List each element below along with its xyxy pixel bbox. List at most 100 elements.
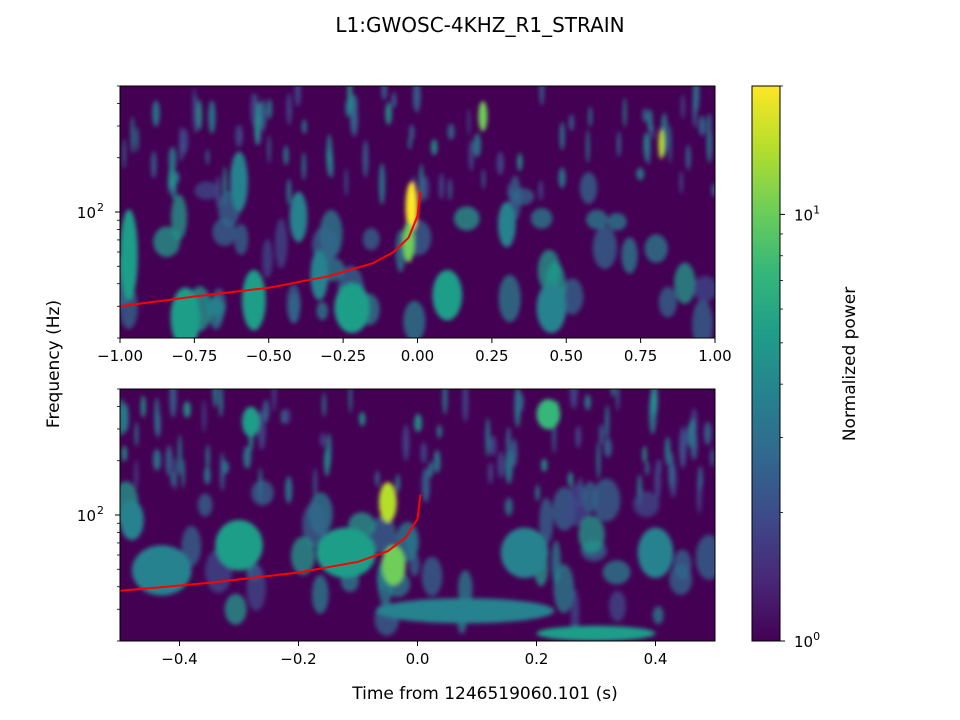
bottom-texture-streak xyxy=(170,471,175,487)
top-texture-blob xyxy=(153,226,181,258)
bottom-texture-streak xyxy=(490,435,497,457)
top-texture-streak xyxy=(168,146,177,173)
bottom-texture-streak xyxy=(511,438,518,467)
top-texture-streak xyxy=(623,97,627,128)
top-texture-streak xyxy=(517,153,523,172)
top-texture-streak xyxy=(122,138,126,169)
top-texture-blob xyxy=(592,226,618,270)
bottom-texture-streak xyxy=(599,424,604,445)
top-texture-streak xyxy=(448,178,452,201)
bottom-power-blob xyxy=(131,545,192,596)
top-texture-streak xyxy=(208,100,216,134)
top-texture-streak xyxy=(266,98,273,120)
bottom-texture-streak xyxy=(428,461,434,478)
bottom-texture-streak xyxy=(442,389,448,415)
top-texture-streak xyxy=(646,145,651,166)
bottom-texture-streak xyxy=(569,389,578,409)
bottom-y-tick-label: 102 xyxy=(77,504,104,525)
bottom-texture-streak xyxy=(697,465,703,491)
top-x-tick-label: 0.75 xyxy=(624,347,657,365)
bottom-texture-streak xyxy=(243,445,252,469)
top-texture-streak xyxy=(301,119,307,134)
bottom-texture-streak xyxy=(220,452,225,491)
bottom-texture-blob xyxy=(311,574,329,614)
top-power-blob xyxy=(497,201,516,248)
top-y-axis: 102 xyxy=(77,85,120,339)
top-texture-streak xyxy=(259,99,267,132)
bottom-power-blob xyxy=(381,545,406,586)
bottom-texture-streak xyxy=(610,389,615,397)
bottom-texture-blob xyxy=(458,570,473,607)
bottom-texture-streak xyxy=(703,421,712,446)
bottom-texture-streak xyxy=(402,424,410,461)
bottom-texture-streak xyxy=(121,445,127,462)
top-texture-streak xyxy=(267,135,271,164)
top-texture-blob xyxy=(498,274,521,323)
bottom-texture-streak xyxy=(642,446,647,463)
bottom-texture-streak xyxy=(177,434,182,477)
top-texture-streak xyxy=(496,151,504,176)
top-texture-blob xyxy=(511,188,535,206)
y-axis-label: Frequency (Hz) xyxy=(44,300,64,428)
bottom-texture-streak xyxy=(462,389,469,423)
bottom-texture-streak xyxy=(603,437,612,458)
top-chirp-track xyxy=(120,191,422,308)
bottom-texture-streak xyxy=(436,424,442,439)
bottom-texture-streak xyxy=(169,389,177,418)
bottom-texture-blob xyxy=(224,593,247,625)
bottom-texture-streak xyxy=(433,449,441,474)
top-power-blob xyxy=(432,270,463,321)
bottom-power-blob xyxy=(316,527,376,578)
top-texture-streak xyxy=(352,95,358,113)
bottom-x-tick-label: −0.4 xyxy=(161,650,197,668)
bottom-texture-blob xyxy=(669,563,693,595)
bottom-texture-streak xyxy=(154,397,160,437)
top-texture-streak xyxy=(438,173,445,200)
bottom-power-blob xyxy=(120,499,144,541)
bottom-x-tick-label: −0.2 xyxy=(280,650,316,668)
top-texture-streak xyxy=(431,139,438,156)
top-texture-blob xyxy=(286,284,301,324)
top-texture-streak xyxy=(130,116,135,154)
top-x-tick-label: −0.50 xyxy=(246,347,292,365)
top-texture-streak xyxy=(586,129,590,164)
top-texture-streak xyxy=(250,92,258,127)
bottom-power-blob xyxy=(375,598,555,624)
top-texture-blob xyxy=(674,262,696,304)
bottom-texture-streak xyxy=(488,462,493,484)
bottom-texture-streak xyxy=(173,457,178,491)
bottom-texture-blob xyxy=(578,515,605,554)
top-texture-streak xyxy=(616,131,622,158)
bottom-heatmap xyxy=(120,389,715,641)
top-texture-streak xyxy=(692,86,698,128)
top-texture-streak xyxy=(559,121,565,151)
bottom-texture-blob xyxy=(551,540,561,585)
bottom-texture-streak xyxy=(651,389,657,416)
bottom-texture-blob xyxy=(652,606,664,625)
bottom-texture-streak xyxy=(497,451,505,479)
bottom-texture-streak xyxy=(205,444,210,471)
top-texture-streak xyxy=(385,102,392,125)
bottom-texture-streak xyxy=(679,426,687,469)
top-texture-streak xyxy=(378,162,386,205)
top-texture-streak xyxy=(707,113,712,131)
bottom-texture-streak xyxy=(212,389,218,408)
bottom-spectrogram-panel: −0.4 −0.2 0.0 0.2 0.4 102 xyxy=(77,388,716,668)
figure-title: L1:GWOSC-4KHZ_R1_STRAIN xyxy=(335,13,624,37)
bottom-texture-streak xyxy=(374,471,380,487)
bottom-texture-blob xyxy=(695,534,715,580)
top-texture-blob xyxy=(362,228,380,251)
top-power-blob xyxy=(242,270,266,331)
top-texture-blob xyxy=(644,234,668,263)
bottom-texture-streak xyxy=(644,461,650,476)
top-y-tick-label: 102 xyxy=(77,201,104,222)
bottom-texture-streak xyxy=(183,401,191,418)
bottom-texture-streak xyxy=(153,449,161,471)
top-texture-streak xyxy=(539,86,545,106)
bottom-texture-blob xyxy=(609,590,626,622)
bottom-texture-streak xyxy=(421,467,430,503)
bottom-texture-streak xyxy=(605,404,610,440)
bottom-texture-blob xyxy=(633,491,660,518)
bottom-texture-streak xyxy=(535,484,540,501)
